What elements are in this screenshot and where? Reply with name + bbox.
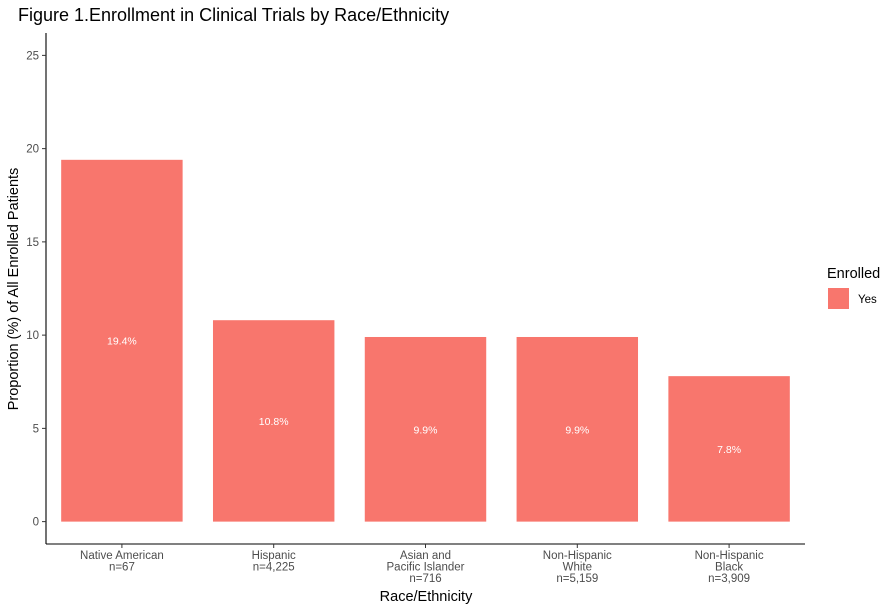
bar	[364, 336, 487, 522]
bar	[212, 320, 335, 522]
bar	[516, 336, 639, 522]
x-tick-label: Non-Hispanic White n=5,159	[543, 550, 612, 585]
x-tick-label: Non-Hispanic Black n=3,909	[695, 550, 764, 585]
bar-value-label: 9.9%	[565, 424, 589, 436]
legend-label: Yes	[858, 294, 877, 306]
chart-title: Figure 1.Enrollment in Clinical Trials b…	[18, 5, 449, 25]
bar	[668, 376, 790, 522]
bar-value-label: 10.8%	[259, 416, 289, 428]
y-tick-label: 15	[26, 237, 39, 249]
legend-swatch	[828, 288, 849, 309]
x-axis-title: Race/Ethnicity	[380, 589, 473, 605]
bar-value-label: 19.4%	[107, 336, 137, 348]
x-tick-label: Asian and Pacific Islander n=716	[387, 550, 465, 585]
y-tick-label: 0	[33, 517, 39, 529]
bar	[61, 159, 183, 522]
y-tick-label: 25	[26, 50, 39, 62]
bar-value-label: 9.9%	[414, 424, 438, 436]
y-tick-label: 20	[26, 144, 39, 156]
x-tick-label: Hispanic n=4,225	[252, 550, 296, 574]
legend-title: Enrolled	[827, 266, 880, 282]
y-axis-title: Proportion (%) of All Enrolled Patients	[6, 168, 22, 411]
plot-area: 0 5 10 15 20 25 19.4% Native American n=67 10.8% H…	[26, 33, 805, 585]
bar-value-label: 7.8%	[717, 444, 741, 456]
legend: Enrolled Yes	[827, 266, 880, 309]
y-tick-label: 5	[33, 423, 39, 435]
y-tick-label: 10	[26, 330, 39, 342]
x-tick-label: Native American n=67	[80, 550, 164, 574]
